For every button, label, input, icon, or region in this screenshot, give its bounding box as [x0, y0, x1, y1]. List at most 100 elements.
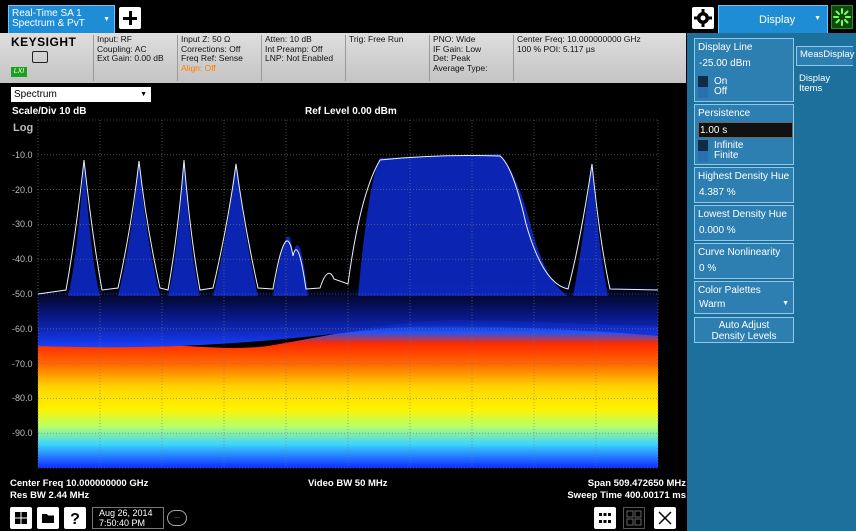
y-tick-label: -20.0 [12, 184, 33, 195]
tab-meas-display[interactable]: MeasDisplay [796, 46, 854, 66]
tab-display-items[interactable]: Display Items [799, 73, 831, 94]
svg-text:?: ? [70, 511, 80, 528]
gear-icon[interactable] [692, 7, 714, 29]
setting-coupling: Coupling: AC [97, 43, 147, 54]
persistence-control[interactable]: Persistence 1.00 s Infinite Finite [694, 104, 794, 165]
span-label[interactable]: Span 509.472650 MHz [587, 478, 686, 489]
measurement-tab-real-time-sa[interactable]: Real-Time SA 1 Spectrum & PvT ▼ [8, 5, 115, 33]
log-scale-label: Log [13, 122, 34, 134]
spectrum-display[interactable]: Spectrum ▼ Scale/Div 10 dB Ref Level 0.0… [8, 84, 686, 503]
settings-input-group[interactable]: Input: RF Coupling: AC Ext Gain: 0.00 dB [93, 34, 164, 81]
persistence-value[interactable]: 1.00 s [698, 122, 793, 138]
toggle-on-label: On [714, 76, 728, 87]
toggle-off-label: Finite [714, 150, 739, 161]
view-selector[interactable]: Spectrum ▼ [11, 87, 151, 102]
chevron-down-icon: ▼ [140, 91, 147, 98]
multi-window-icon[interactable] [623, 507, 645, 529]
center-freq-label[interactable]: Center Freq 10.000000000 GHz [10, 478, 149, 489]
persistence-toggle[interactable]: Infinite Finite [698, 140, 790, 162]
res-bw-label[interactable]: Res BW 2.44 MHz [10, 490, 90, 501]
scale-per-div-label: Scale/Div 10 dB [12, 106, 87, 117]
y-tick-label: -40.0 [12, 254, 33, 265]
highest-density-hue-title: Highest Density Hue [698, 171, 790, 182]
y-tick-label: -80.0 [12, 393, 33, 404]
display-line-control[interactable]: Display Line -25.00 dBm On Off [694, 38, 794, 102]
settings-corrections-group[interactable]: Input Z: 50 Ω Corrections: Off Freq Ref:… [177, 34, 243, 81]
settings-attenuation-group[interactable]: Atten: 10 dB Int Preamp: Off LNP: Not En… [261, 34, 334, 81]
y-tick-label: -50.0 [12, 289, 33, 299]
curve-nonlinearity-value[interactable]: 0 % [699, 263, 717, 274]
curve-nonlinearity-control[interactable]: Curve Nonlinearity 0 % [694, 243, 794, 279]
chevron-down-icon: ▼ [782, 300, 789, 307]
toggle-off-label: Off [714, 86, 728, 97]
highest-density-hue-control[interactable]: Highest Density Hue 4.387 % [694, 167, 794, 203]
chevron-down-icon: ▼ [814, 15, 821, 22]
setting-atten: Atten: 10 dB [265, 34, 312, 44]
view-selector-value: Spectrum [14, 89, 57, 100]
local-control-icon[interactable] [594, 507, 616, 529]
brand-logo: KEYSIGHT [11, 35, 77, 49]
toggle-knob [698, 87, 708, 98]
connection-icon[interactable] [32, 51, 48, 63]
lowest-density-hue-title: Lowest Density Hue [698, 209, 787, 220]
softkey-menu: MeasDisplay Display Items Display Line -… [687, 33, 856, 531]
video-bw-label[interactable]: Video BW 50 MHz [308, 478, 388, 489]
date-text: Aug 26, 2014 [99, 508, 153, 518]
menu-tab-display[interactable]: Display ▼ [718, 5, 828, 33]
setting-freq-ref: Freq Ref: Sense [181, 53, 243, 63]
density-spectrum-plot[interactable] [8, 84, 686, 503]
auto-adjust-line1: Auto Adjust [718, 320, 770, 331]
sweep-time-label[interactable]: Sweep Time 400.00171 ms [567, 490, 686, 501]
toggle-knob [698, 151, 708, 162]
highest-density-hue-value[interactable]: 4.387 % [699, 187, 736, 198]
message-icon[interactable]: ... [167, 510, 187, 526]
tab-title-line2: Spectrum & PvT [12, 18, 85, 29]
y-tick-label: -60.0 [12, 323, 33, 334]
activity-spinner-icon[interactable] [831, 5, 853, 29]
file-manager-icon[interactable] [37, 507, 59, 529]
setting-trigger: Trig: Free Run [349, 34, 404, 44]
zoom-window-icon[interactable] [654, 507, 676, 529]
tab-title-line1: Real-Time SA 1 [12, 8, 82, 19]
toggle-on-label: Infinite [714, 140, 744, 151]
color-palettes-value[interactable]: Warm [699, 299, 726, 310]
y-tick-label: -10.0 [12, 149, 33, 160]
settings-panel[interactable]: KEYSIGHT LXI Input: RF Coupling: AC Ext … [0, 33, 686, 83]
color-palettes-title: Color Palettes [698, 285, 761, 296]
y-tick-label: -70.0 [12, 358, 33, 369]
y-tick-label: -30.0 [12, 219, 33, 230]
color-palettes-dropdown[interactable]: Color Palettes Warm ▼ [694, 281, 794, 314]
display-line-value[interactable]: -25.00 dBm [699, 58, 751, 69]
add-measurement-button[interactable] [119, 7, 141, 29]
setting-center-freq: Center Freq: 10.000000000 GHz [517, 34, 641, 44]
setting-input-z: Input Z: 50 Ω [181, 34, 231, 44]
setting-if-gain: IF Gain: Low [433, 43, 482, 54]
setting-lnp: LNP: Not Enabled [265, 53, 334, 63]
setting-average-type: Average Type: [433, 62, 488, 73]
lowest-density-hue-value[interactable]: 0.000 % [699, 225, 736, 236]
settings-frequency-group[interactable]: Center Freq: 10.000000000 GHz 100 % POI:… [513, 34, 641, 81]
setting-align: Align: Off [181, 62, 216, 73]
curve-nonlinearity-title: Curve Nonlinearity [698, 247, 781, 258]
display-line-toggle[interactable]: On Off [698, 76, 790, 98]
windows-start-icon[interactable] [10, 507, 32, 529]
setting-pno: PNO: Wide [433, 34, 476, 44]
date-time-display[interactable]: Aug 26, 2014 7:50:40 PM [92, 507, 164, 529]
help-icon[interactable]: ? [64, 507, 86, 529]
setting-ext-gain: Ext Gain: 0.00 dB [97, 53, 164, 63]
auto-adjust-density-levels-button[interactable]: Auto Adjust Density Levels [694, 317, 794, 343]
lxi-badge: LXI [11, 67, 27, 77]
ref-level-label[interactable]: Ref Level 0.00 dBm [305, 106, 397, 117]
settings-trigger-group[interactable]: Trig: Free Run [345, 34, 404, 81]
y-tick-label: -90.0 [12, 428, 33, 439]
setting-corrections: Corrections: Off [181, 43, 241, 54]
lowest-density-hue-control[interactable]: Lowest Density Hue 0.000 % [694, 205, 794, 241]
menu-title: Display [759, 14, 796, 26]
auto-adjust-line2: Density Levels [711, 331, 777, 342]
chevron-down-icon: ▼ [103, 16, 110, 23]
taskbar: ? Aug 26, 2014 7:50:40 PM ... [0, 503, 686, 531]
setting-detector: Det: Peak [433, 53, 471, 63]
persistence-title: Persistence [698, 108, 751, 119]
settings-bandwidth-group[interactable]: PNO: Wide IF Gain: Low Det: Peak Average… [429, 34, 488, 81]
display-line-title: Display Line [698, 42, 753, 53]
